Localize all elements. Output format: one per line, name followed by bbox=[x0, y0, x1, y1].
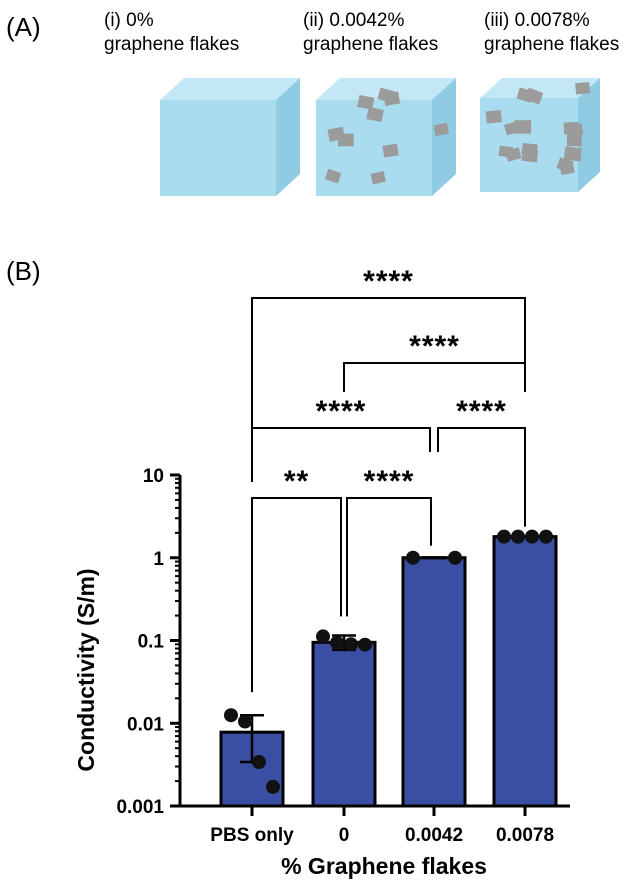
x-tick-label: 0.0042 bbox=[405, 825, 463, 846]
x-tick-label: PBS only bbox=[210, 825, 294, 846]
panel-a-label: (A) bbox=[6, 12, 41, 42]
bar-4 bbox=[492, 535, 558, 808]
x-tick-label: 0 bbox=[339, 825, 350, 846]
cube-3 bbox=[480, 78, 600, 192]
data-point bbox=[497, 529, 511, 544]
graphene-flake bbox=[370, 171, 386, 185]
data-point bbox=[266, 779, 280, 794]
y-axis-title: Conductivity (S/m) bbox=[73, 568, 99, 771]
axes: 0.001 0.01 0.1 1 10 PBS only 0 0.0042 0.0078 bbox=[116, 466, 570, 846]
cube-2 bbox=[316, 78, 456, 196]
x-tick-label: 0.0078 bbox=[496, 825, 554, 846]
y-tick-label: 10 bbox=[143, 466, 164, 487]
y-tick-label: 0.001 bbox=[116, 797, 164, 818]
graphene-flake bbox=[514, 120, 532, 134]
cube-illustrations bbox=[160, 78, 600, 196]
graphene-flake bbox=[563, 121, 579, 135]
error-bars bbox=[240, 534, 537, 764]
panel-b-label: (B) bbox=[6, 256, 41, 286]
cube-top-face bbox=[160, 78, 300, 100]
cube-2-caption-line2: graphene flakes bbox=[303, 34, 438, 55]
graphene-flake bbox=[524, 87, 544, 105]
significance-label: ** bbox=[284, 465, 309, 498]
cube-1-caption-line1: (i) 0% bbox=[104, 10, 154, 31]
graphene-flake bbox=[337, 133, 354, 147]
bar-2 bbox=[311, 640, 377, 808]
data-point bbox=[358, 637, 372, 652]
cube-1-caption-line2: graphene flakes bbox=[104, 34, 239, 55]
cube-side-face bbox=[276, 78, 300, 196]
significance-label: **** bbox=[363, 265, 414, 298]
significance-label: **** bbox=[316, 395, 367, 428]
data-point bbox=[539, 529, 553, 544]
bars bbox=[219, 535, 558, 808]
graphene-flake bbox=[433, 122, 449, 137]
significance-bracket bbox=[251, 497, 342, 693]
data-point bbox=[238, 714, 252, 729]
graphene-flake bbox=[566, 134, 582, 147]
significance-bracket bbox=[251, 297, 526, 482]
significance-bracket bbox=[346, 497, 432, 617]
data-point bbox=[525, 529, 539, 544]
significance-label: **** bbox=[409, 330, 460, 363]
graphene-flake bbox=[559, 162, 575, 175]
cube-front-face bbox=[160, 100, 276, 196]
data-point bbox=[406, 550, 420, 565]
cube-2-caption-line1: (ii) 0.0042% bbox=[303, 10, 404, 31]
data-points bbox=[224, 529, 553, 794]
data-point bbox=[224, 708, 238, 723]
y-tick-label: 1 bbox=[153, 549, 164, 570]
graphene-flake bbox=[357, 94, 375, 110]
y-tick-label: 0.01 bbox=[127, 714, 164, 735]
graphene-flake bbox=[366, 106, 384, 123]
cube-top-face bbox=[480, 78, 600, 98]
data-point bbox=[330, 635, 344, 650]
data-point bbox=[252, 755, 266, 770]
cube-1 bbox=[160, 78, 300, 196]
cube-top-face bbox=[316, 78, 456, 100]
graphene-flake bbox=[521, 142, 537, 156]
graphene-flake bbox=[485, 110, 502, 124]
significance-bracket bbox=[343, 362, 526, 392]
bar-3 bbox=[401, 556, 467, 808]
graphene-flake bbox=[498, 145, 513, 158]
graphene-flake bbox=[377, 87, 395, 103]
significance-brackets: ** ******** ************ bbox=[251, 265, 526, 693]
cube-3-caption-line2: graphene flakes bbox=[484, 34, 619, 55]
cube-side-face bbox=[432, 78, 456, 196]
significance-label: **** bbox=[456, 395, 507, 428]
significance-bracket bbox=[437, 427, 526, 527]
conductivity-chart: ** ******** ************ 0.0010.010.1110PB… bbox=[116, 265, 570, 846]
graphene-flake bbox=[324, 168, 342, 184]
significance-label: **** bbox=[364, 465, 415, 498]
y-tick-label: 0.1 bbox=[138, 632, 165, 653]
cube-3-caption-line1: (iii) 0.0078% bbox=[484, 10, 590, 31]
graphene-flake bbox=[563, 146, 582, 162]
data-point bbox=[448, 550, 462, 565]
x-axis-title: % Graphene flakes bbox=[281, 853, 487, 879]
data-point bbox=[344, 637, 358, 652]
data-point bbox=[511, 529, 525, 544]
cube-side-face bbox=[578, 78, 600, 192]
graphene-flake bbox=[575, 81, 591, 95]
graphene-flake bbox=[382, 143, 399, 158]
data-point bbox=[316, 629, 330, 644]
